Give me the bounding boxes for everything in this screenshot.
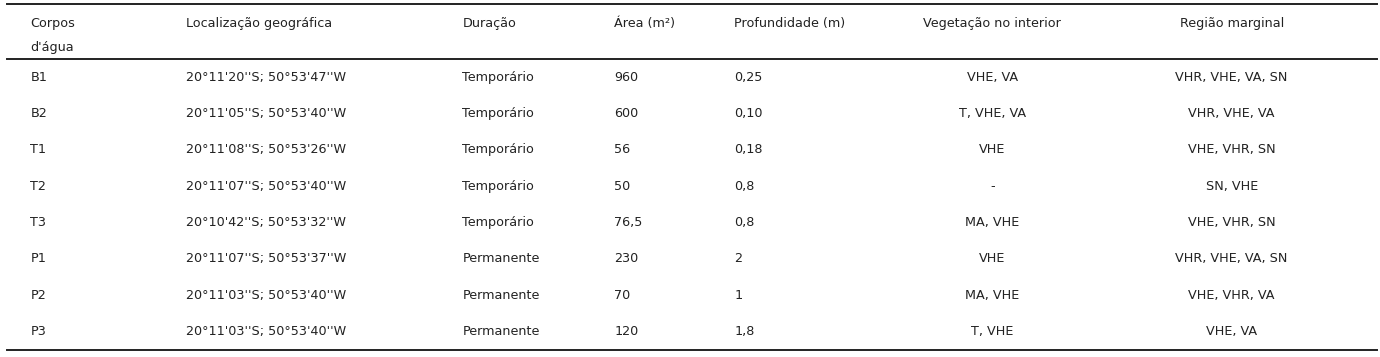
Text: 20°11'07''S; 50°53'37''W: 20°11'07''S; 50°53'37''W <box>186 252 346 266</box>
Text: VHE, VHR, VA: VHE, VHR, VA <box>1188 289 1275 302</box>
Text: Temporário: Temporário <box>462 216 534 229</box>
Text: VHR, VHE, VA, SN: VHR, VHE, VA, SN <box>1176 252 1288 266</box>
Text: Permanente: Permanente <box>462 289 540 302</box>
Text: T3: T3 <box>30 216 47 229</box>
Text: 0,25: 0,25 <box>734 71 763 84</box>
Text: VHR, VHE, VA, SN: VHR, VHE, VA, SN <box>1176 71 1288 84</box>
Text: 0,10: 0,10 <box>734 107 763 120</box>
Text: 70: 70 <box>614 289 631 302</box>
Text: Profundidade (m): Profundidade (m) <box>734 17 846 30</box>
Text: 120: 120 <box>614 325 639 338</box>
Text: Corpos: Corpos <box>30 17 76 30</box>
Text: 1,8: 1,8 <box>734 325 755 338</box>
Text: 20°11'08''S; 50°53'26''W: 20°11'08''S; 50°53'26''W <box>186 143 346 156</box>
Text: 76,5: 76,5 <box>614 216 643 229</box>
Text: MA, VHE: MA, VHE <box>965 289 1020 302</box>
Text: 20°11'20''S; 50°53'47''W: 20°11'20''S; 50°53'47''W <box>186 71 346 84</box>
Text: 230: 230 <box>614 252 639 266</box>
Text: VHE, VA: VHE, VA <box>966 71 1018 84</box>
Text: P2: P2 <box>30 289 46 302</box>
Text: VHE, VA: VHE, VA <box>1206 325 1257 338</box>
Text: 56: 56 <box>614 143 631 156</box>
Text: MA, VHE: MA, VHE <box>965 216 1020 229</box>
Text: VHE: VHE <box>978 252 1006 266</box>
Text: Localização geográfica: Localização geográfica <box>186 17 333 30</box>
Text: Vegetação no interior: Vegetação no interior <box>923 17 1061 30</box>
Text: Temporário: Temporário <box>462 107 534 120</box>
Text: Duração: Duração <box>462 17 516 30</box>
Text: VHE, VHR, SN: VHE, VHR, SN <box>1188 216 1275 229</box>
Text: Temporário: Temporário <box>462 71 534 84</box>
Text: VHE: VHE <box>978 143 1006 156</box>
Text: 0,8: 0,8 <box>734 216 755 229</box>
Text: 0,8: 0,8 <box>734 180 755 193</box>
Text: VHE, VHR, SN: VHE, VHR, SN <box>1188 143 1275 156</box>
Text: 0,18: 0,18 <box>734 143 763 156</box>
Text: 20°11'05''S; 50°53'40''W: 20°11'05''S; 50°53'40''W <box>186 107 346 120</box>
Text: T, VHE: T, VHE <box>972 325 1013 338</box>
Text: 20°11'03''S; 50°53'40''W: 20°11'03''S; 50°53'40''W <box>186 289 346 302</box>
Text: T, VHE, VA: T, VHE, VA <box>959 107 1025 120</box>
Text: B1: B1 <box>30 71 47 84</box>
Text: d'água: d'água <box>30 41 75 54</box>
Text: 960: 960 <box>614 71 638 84</box>
Text: Permanente: Permanente <box>462 252 540 266</box>
Text: 20°11'03''S; 50°53'40''W: 20°11'03''S; 50°53'40''W <box>186 325 346 338</box>
Text: 600: 600 <box>614 107 639 120</box>
Text: T1: T1 <box>30 143 47 156</box>
Text: Temporário: Temporário <box>462 143 534 156</box>
Text: Região marginal: Região marginal <box>1180 17 1283 30</box>
Text: -: - <box>989 180 995 193</box>
Text: Área (m²): Área (m²) <box>614 17 675 30</box>
Text: Temporário: Temporário <box>462 180 534 193</box>
Text: SN, VHE: SN, VHE <box>1206 180 1257 193</box>
Text: 20°10'42''S; 50°53'32''W: 20°10'42''S; 50°53'32''W <box>186 216 346 229</box>
Text: 20°11'07''S; 50°53'40''W: 20°11'07''S; 50°53'40''W <box>186 180 346 193</box>
Text: 50: 50 <box>614 180 631 193</box>
Text: 1: 1 <box>734 289 742 302</box>
Text: Permanente: Permanente <box>462 325 540 338</box>
Text: P3: P3 <box>30 325 47 338</box>
Text: P1: P1 <box>30 252 47 266</box>
Text: T2: T2 <box>30 180 47 193</box>
Text: B2: B2 <box>30 107 47 120</box>
Text: VHR, VHE, VA: VHR, VHE, VA <box>1188 107 1275 120</box>
Text: 2: 2 <box>734 252 742 266</box>
